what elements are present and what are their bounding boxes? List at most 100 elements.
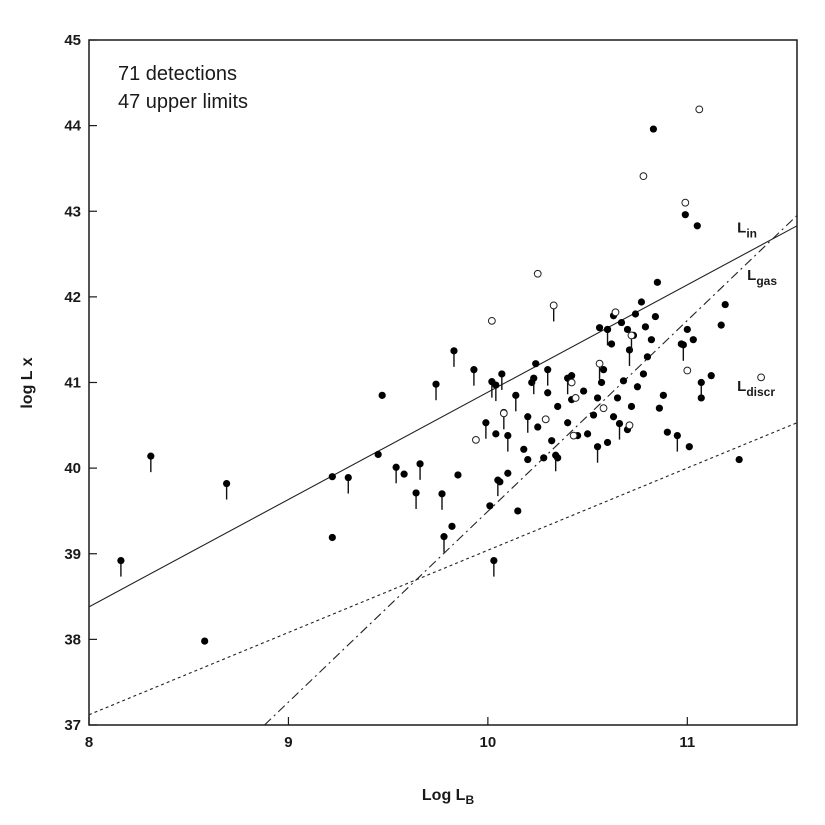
upper-limit-point bbox=[470, 366, 478, 374]
open-point bbox=[541, 415, 550, 424]
upper-limit-point bbox=[498, 370, 506, 378]
upper-limit-point bbox=[512, 391, 520, 399]
open-point bbox=[549, 301, 558, 310]
upper-limit-point bbox=[432, 380, 440, 388]
detection-point bbox=[649, 125, 658, 133]
model-line-gas bbox=[264, 215, 797, 725]
upper-limit-point bbox=[530, 374, 538, 382]
detection-point bbox=[520, 445, 528, 453]
line-label-sub: discr bbox=[746, 385, 775, 399]
detection-point bbox=[663, 428, 671, 436]
upper-limit-point bbox=[344, 473, 352, 482]
detection-point bbox=[607, 340, 616, 348]
upper-limit-point bbox=[504, 431, 512, 440]
detection-point bbox=[514, 507, 522, 515]
open-point bbox=[611, 308, 620, 317]
detection-point bbox=[617, 318, 626, 327]
detection-point bbox=[683, 325, 691, 334]
open-point bbox=[639, 172, 648, 181]
x-axis-title-sub: B bbox=[465, 793, 474, 807]
upper-limit-point bbox=[416, 460, 424, 468]
y-tick-label: 38 bbox=[64, 631, 81, 648]
detection-point bbox=[655, 404, 663, 412]
line-label-main: L bbox=[737, 378, 746, 395]
upper-limit-point bbox=[490, 557, 498, 565]
upper-limit-point bbox=[117, 557, 125, 565]
annotation-detections: 71 detections bbox=[118, 63, 237, 85]
open-point bbox=[757, 373, 766, 382]
upper-limit-point bbox=[438, 490, 446, 498]
open-point bbox=[595, 359, 604, 368]
open-point bbox=[683, 366, 692, 375]
detection-point bbox=[637, 298, 646, 306]
line-label-sub: in bbox=[746, 227, 757, 241]
y-tick-label: 37 bbox=[64, 717, 81, 734]
upper-limit-point bbox=[450, 347, 458, 355]
detection-point bbox=[564, 419, 572, 427]
plot-frame bbox=[88, 39, 798, 726]
detection-point bbox=[693, 222, 701, 230]
upper-limit-point bbox=[440, 533, 448, 541]
detection-point bbox=[603, 438, 612, 447]
detection-point bbox=[328, 533, 336, 542]
detection-point bbox=[735, 455, 743, 464]
open-point bbox=[695, 105, 704, 114]
line-label-main: L bbox=[747, 267, 756, 284]
detection-point bbox=[721, 300, 729, 309]
detection-point bbox=[532, 360, 540, 368]
x-tick-label: 11 bbox=[679, 734, 695, 751]
detection-point bbox=[534, 423, 542, 431]
detection-point bbox=[544, 389, 552, 397]
labels: 71 detections 47 upper limits Log LB log… bbox=[19, 63, 777, 807]
y-axis-title: log L x bbox=[19, 357, 36, 408]
detection-point bbox=[653, 278, 661, 286]
y-tick-label: 43 bbox=[64, 203, 81, 220]
open-point bbox=[571, 394, 580, 402]
model-lines bbox=[89, 215, 797, 725]
detection-point bbox=[583, 430, 592, 438]
x-tick-label: 8 bbox=[85, 734, 93, 751]
open-point bbox=[487, 316, 496, 325]
detection-point bbox=[593, 394, 602, 402]
y-tick-label: 41 bbox=[64, 375, 81, 392]
open-point bbox=[627, 331, 636, 340]
detection-point bbox=[595, 324, 604, 332]
detection-point bbox=[201, 637, 209, 645]
upper-limit-point bbox=[697, 378, 705, 387]
y-tick-label: 42 bbox=[64, 289, 81, 306]
y-tick-label: 44 bbox=[64, 118, 81, 135]
detection-point bbox=[609, 413, 618, 421]
detection-point bbox=[486, 502, 494, 510]
open-point bbox=[472, 435, 480, 444]
upper-limit-point bbox=[673, 431, 681, 440]
detection-point bbox=[689, 336, 697, 344]
detection-point bbox=[554, 402, 562, 411]
upper-limit-point bbox=[147, 452, 155, 460]
detection-point bbox=[400, 470, 408, 478]
detection-point bbox=[580, 387, 588, 395]
x-tick-label: 10 bbox=[480, 734, 497, 751]
open-point bbox=[567, 378, 576, 387]
upper-limit-point bbox=[593, 443, 602, 451]
axes: 8 9 10 11 37 38 39 40 41 42 43 44 45 bbox=[64, 32, 798, 751]
detection-point bbox=[613, 394, 622, 402]
detection-point bbox=[589, 411, 598, 419]
detection-point bbox=[681, 211, 689, 219]
detection-point bbox=[378, 391, 386, 399]
upper-limit-point bbox=[552, 451, 560, 459]
upper-limit-point bbox=[494, 476, 502, 484]
detection-point bbox=[548, 437, 556, 445]
detection-point bbox=[651, 312, 660, 321]
open-point bbox=[533, 269, 542, 278]
upper-limit-point bbox=[615, 420, 624, 428]
line-label-main: L bbox=[737, 220, 746, 237]
line-label-gas: Lgas bbox=[747, 267, 777, 288]
data-points bbox=[117, 105, 766, 645]
x-axis-title-main: Log L bbox=[422, 787, 466, 804]
upper-limit-point bbox=[492, 381, 500, 389]
detection-point bbox=[328, 473, 336, 481]
y-tick-label: 39 bbox=[64, 546, 81, 563]
detection-point bbox=[492, 430, 500, 438]
model-line-in bbox=[89, 225, 797, 608]
